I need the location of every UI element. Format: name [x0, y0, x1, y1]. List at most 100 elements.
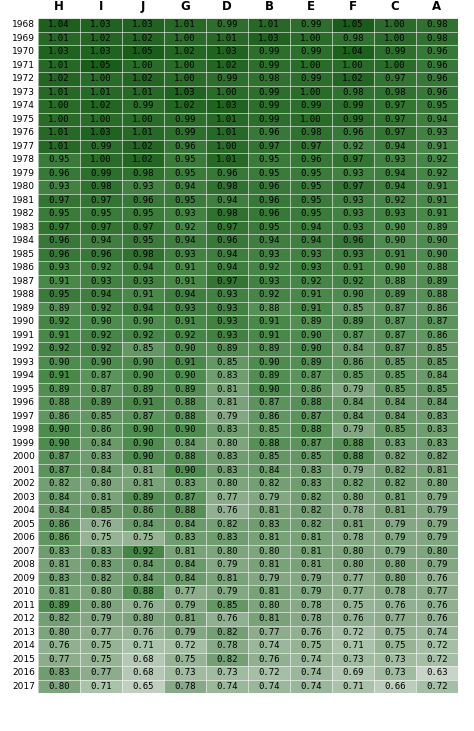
Text: 0.96: 0.96 — [258, 209, 280, 219]
Bar — [416, 626, 458, 639]
Bar — [38, 626, 80, 639]
Bar — [38, 504, 80, 518]
Text: 0.98: 0.98 — [426, 34, 448, 42]
Bar — [206, 126, 248, 140]
Text: 0.90: 0.90 — [174, 344, 196, 353]
Text: 0.84: 0.84 — [426, 398, 448, 407]
Bar — [122, 572, 164, 585]
Text: 0.89: 0.89 — [426, 277, 448, 286]
Bar — [290, 315, 332, 328]
Bar — [332, 639, 374, 653]
Text: 0.72: 0.72 — [258, 668, 280, 677]
Bar — [122, 531, 164, 545]
Bar — [332, 572, 374, 585]
Bar — [38, 167, 80, 180]
Bar — [290, 585, 332, 599]
Text: 0.78: 0.78 — [342, 507, 364, 515]
Text: 0.81: 0.81 — [132, 480, 154, 488]
Text: 0.98: 0.98 — [132, 250, 154, 259]
Text: 1972: 1972 — [12, 75, 35, 83]
Bar — [122, 436, 164, 450]
Bar — [80, 113, 122, 126]
Text: 0.79: 0.79 — [342, 425, 364, 434]
Text: 0.90: 0.90 — [426, 236, 448, 245]
Bar — [122, 248, 164, 261]
Text: 1.03: 1.03 — [258, 34, 280, 42]
Bar — [206, 531, 248, 545]
Bar — [290, 531, 332, 545]
Bar — [122, 369, 164, 382]
Text: 1.00: 1.00 — [300, 88, 322, 96]
Bar — [164, 18, 206, 31]
Text: 0.90: 0.90 — [132, 452, 154, 461]
Text: 0.93: 0.93 — [342, 250, 364, 259]
Bar — [248, 423, 290, 436]
Bar — [122, 450, 164, 463]
Bar — [416, 504, 458, 518]
Bar — [290, 491, 332, 504]
Bar — [164, 31, 206, 45]
Bar — [164, 382, 206, 396]
Bar — [416, 194, 458, 207]
Text: 0.91: 0.91 — [384, 250, 406, 259]
Text: 0.71: 0.71 — [90, 682, 112, 691]
Text: 0.97: 0.97 — [384, 115, 406, 124]
Bar — [206, 545, 248, 558]
Bar — [164, 436, 206, 450]
Bar — [164, 626, 206, 639]
Bar — [122, 234, 164, 248]
Bar — [332, 113, 374, 126]
Text: 0.83: 0.83 — [90, 452, 112, 461]
Text: 0.80: 0.80 — [258, 547, 280, 556]
Text: 0.96: 0.96 — [258, 182, 280, 192]
Bar — [374, 99, 416, 113]
Text: 0.86: 0.86 — [48, 412, 70, 421]
Text: 0.76: 0.76 — [426, 601, 448, 610]
Text: 0.96: 0.96 — [48, 169, 70, 178]
Text: 2010: 2010 — [12, 587, 35, 596]
Bar — [122, 612, 164, 626]
Bar — [164, 504, 206, 518]
Bar — [416, 234, 458, 248]
Bar — [290, 126, 332, 140]
Text: 0.94: 0.94 — [132, 263, 154, 272]
Text: 0.81: 0.81 — [258, 507, 280, 515]
Text: 1.01: 1.01 — [132, 128, 154, 137]
Text: 0.94: 0.94 — [174, 290, 196, 299]
Text: H: H — [54, 0, 64, 13]
Bar — [416, 301, 458, 315]
Text: 0.87: 0.87 — [258, 398, 280, 407]
Bar — [164, 99, 206, 113]
Bar — [332, 409, 374, 423]
Bar — [38, 572, 80, 585]
Text: 0.88: 0.88 — [300, 425, 322, 434]
Bar — [80, 248, 122, 261]
Bar — [122, 221, 164, 234]
Text: 0.66: 0.66 — [384, 682, 406, 691]
Bar — [374, 72, 416, 86]
Bar — [332, 194, 374, 207]
Text: C: C — [391, 0, 400, 13]
Bar — [164, 612, 206, 626]
Bar — [416, 680, 458, 693]
Bar — [290, 477, 332, 491]
Bar — [416, 463, 458, 477]
Text: 0.72: 0.72 — [174, 641, 196, 651]
Bar — [248, 558, 290, 572]
Text: 0.96: 0.96 — [342, 128, 364, 137]
Bar — [374, 167, 416, 180]
Text: 1.02: 1.02 — [174, 102, 196, 110]
Bar — [38, 86, 80, 99]
Bar — [38, 234, 80, 248]
Bar — [374, 58, 416, 72]
Text: 1996: 1996 — [12, 398, 35, 407]
Text: 1.02: 1.02 — [90, 34, 112, 42]
Bar — [416, 31, 458, 45]
Text: 0.85: 0.85 — [216, 601, 238, 610]
Text: 0.72: 0.72 — [426, 682, 448, 691]
Text: 0.80: 0.80 — [48, 682, 70, 691]
Bar — [416, 396, 458, 409]
Bar — [290, 86, 332, 99]
Text: 0.81: 0.81 — [258, 614, 280, 624]
Text: 0.79: 0.79 — [426, 560, 448, 569]
